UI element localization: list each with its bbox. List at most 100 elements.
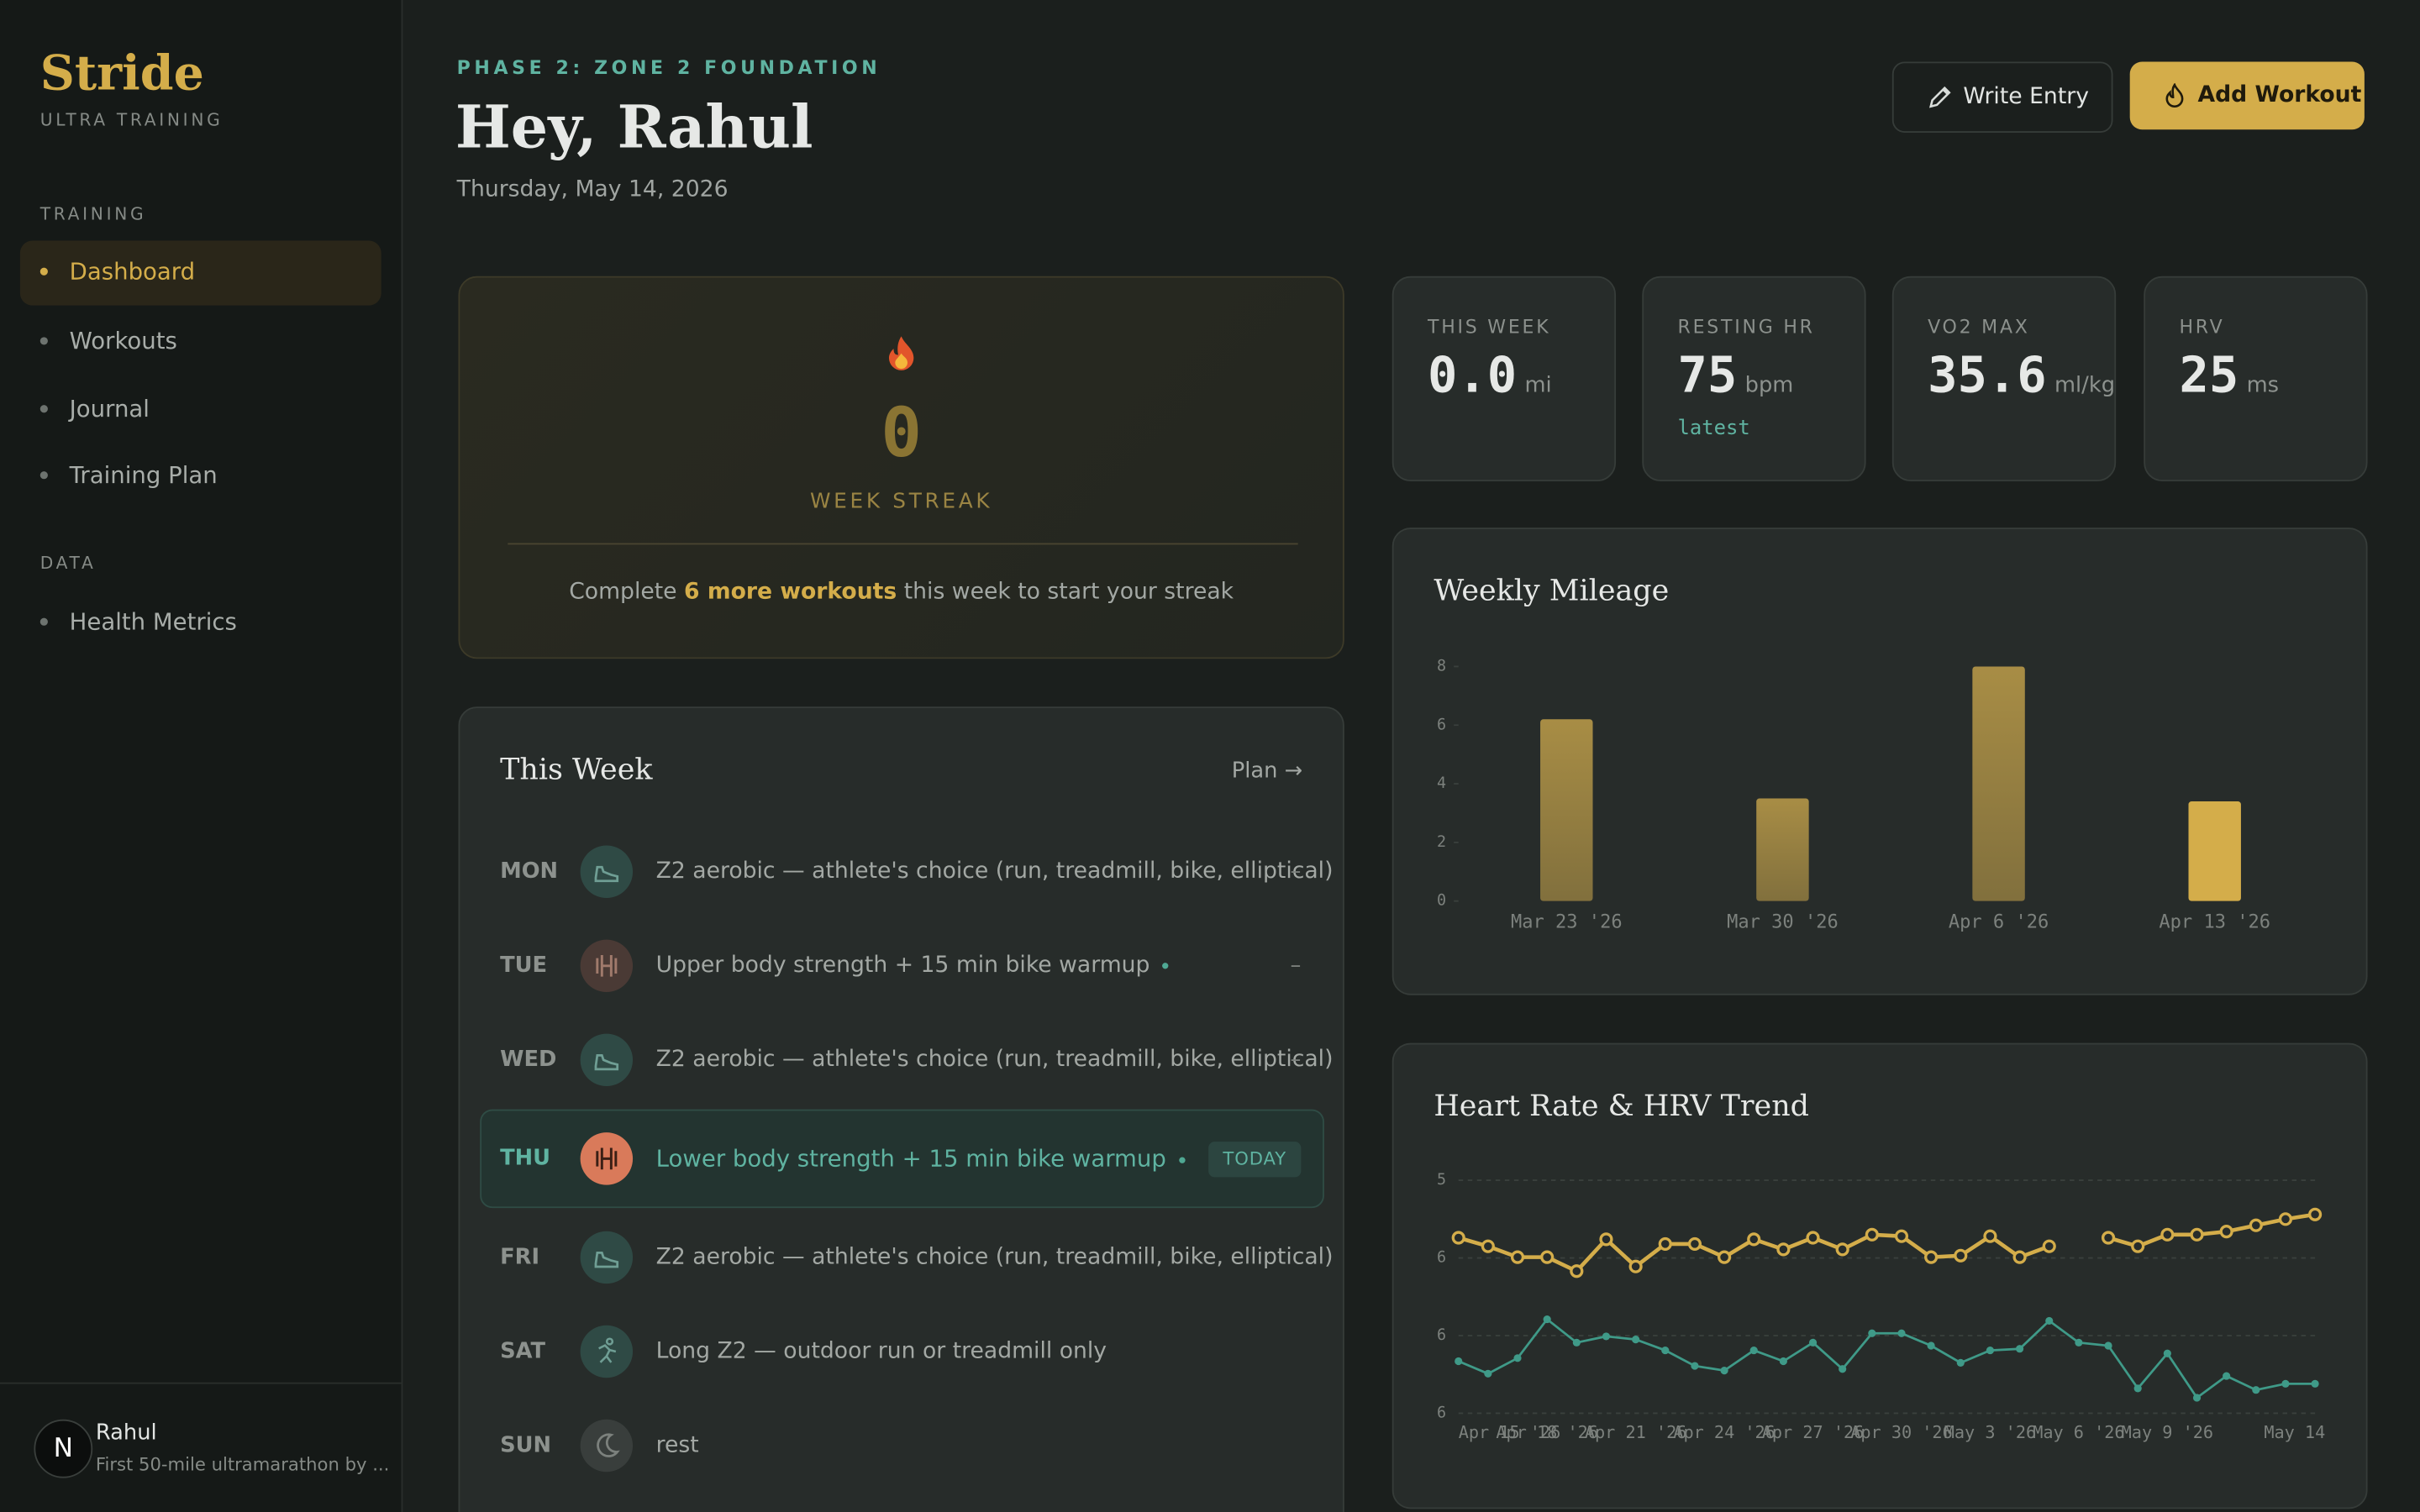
stat-label: THIS WEEK bbox=[1427, 316, 1551, 339]
point bbox=[1481, 1239, 1495, 1253]
divider bbox=[0, 1382, 402, 1384]
streak-count: 0 bbox=[881, 394, 922, 473]
point bbox=[1572, 1338, 1581, 1347]
nav-item[interactable]: Training Plan bbox=[69, 461, 218, 490]
day: SUN bbox=[500, 1433, 552, 1458]
user-name: Rahul bbox=[95, 1420, 157, 1446]
nav-section: DATA bbox=[39, 553, 97, 574]
point bbox=[2012, 1250, 2027, 1264]
stat-card: HRV 25 ms bbox=[2144, 276, 2368, 482]
streak-label: WEEK STREAK bbox=[809, 489, 993, 514]
bar bbox=[1972, 666, 2025, 901]
point bbox=[1779, 1357, 1787, 1366]
day-row: MON Z2 aerobic — athlete's choice (run, … bbox=[460, 826, 1343, 918]
point bbox=[2015, 1345, 2024, 1353]
stat-value-row: 75 bpm bbox=[1678, 345, 1794, 404]
flame-emoji bbox=[888, 336, 914, 370]
point bbox=[2075, 1338, 2083, 1347]
stat-value-row: 25 ms bbox=[2179, 345, 2279, 404]
point bbox=[1602, 1332, 1611, 1341]
y-tick-label: 8 bbox=[1437, 657, 1446, 675]
plan-link[interactable]: Plan → bbox=[1231, 759, 1303, 785]
bar bbox=[2188, 801, 2241, 901]
stat-label: RESTING HR bbox=[1677, 316, 1815, 339]
x-tick-label: Apr 27 '26 bbox=[1762, 1422, 1865, 1442]
pen-icon bbox=[1928, 86, 1951, 108]
point bbox=[2104, 1341, 2112, 1350]
chart-title: Heart Rate & HRV Trend bbox=[1434, 1089, 1810, 1124]
point bbox=[2308, 1207, 2323, 1221]
point bbox=[1632, 1336, 1640, 1344]
point bbox=[2252, 1386, 2260, 1394]
today-badge: TODAY bbox=[1208, 1142, 1302, 1178]
nav-item[interactable]: Workouts bbox=[69, 327, 177, 355]
point bbox=[2249, 1218, 2263, 1232]
point bbox=[1747, 1232, 1761, 1247]
nav-item[interactable]: Dashboard bbox=[69, 257, 196, 286]
workout-icon bbox=[580, 1419, 634, 1473]
x-tick-label: Mar 30 '26 bbox=[1727, 911, 1839, 932]
point bbox=[1897, 1329, 1906, 1337]
line bbox=[1458, 1317, 2316, 1399]
day-row: THU Lower body strength + 15 min bike wa… bbox=[460, 1112, 1343, 1205]
point bbox=[2160, 1227, 2175, 1242]
nav-item[interactable]: Health Metrics bbox=[69, 607, 237, 636]
stat-label: VO2 MAX bbox=[1928, 316, 2030, 339]
nav-item[interactable]: Journal bbox=[69, 395, 150, 423]
user-goal: First 50-mile ultramarathon by ... bbox=[95, 1453, 390, 1475]
point bbox=[1986, 1346, 1995, 1355]
point bbox=[1717, 1250, 1732, 1264]
workout-icon bbox=[580, 1325, 634, 1378]
point bbox=[1924, 1250, 1939, 1264]
y-tick-label: 6 bbox=[1437, 716, 1446, 733]
text: Complete bbox=[569, 580, 677, 606]
point bbox=[1543, 1315, 1551, 1324]
point bbox=[1776, 1242, 1791, 1257]
card-title: This Week bbox=[500, 753, 653, 787]
point bbox=[1839, 1365, 1847, 1373]
point bbox=[2278, 1212, 2293, 1226]
point bbox=[2163, 1349, 2171, 1357]
point bbox=[1865, 1227, 1879, 1242]
point bbox=[1570, 1264, 1584, 1278]
day-row: FRI Z2 aerobic — athlete's choice (run, … bbox=[460, 1211, 1343, 1304]
point bbox=[1956, 1358, 1965, 1367]
bar bbox=[1756, 798, 1809, 901]
x-tick-label: Apr 6 '26 bbox=[1949, 911, 2049, 932]
bullet bbox=[39, 405, 48, 413]
day: SAT bbox=[500, 1339, 546, 1364]
stat-value: 35.6 bbox=[1928, 345, 2047, 405]
point bbox=[1451, 1231, 1465, 1245]
stat-card: THIS WEEK 0.0 mi bbox=[1392, 276, 1617, 482]
x-tick-label: Mar 23 '26 bbox=[1511, 911, 1623, 932]
day: WED bbox=[500, 1047, 557, 1073]
stat-value: 0.0 bbox=[1427, 345, 1518, 405]
chart-card: Weekly Mileage bbox=[1392, 528, 2368, 995]
point bbox=[1484, 1369, 1492, 1378]
add-workout-button[interactable]: Add Workout bbox=[2129, 61, 2365, 130]
point bbox=[2311, 1379, 2319, 1388]
workout: Lower body strength + 15 min bike warmup bbox=[656, 1145, 1185, 1173]
stat-value-row: 0.0 mi bbox=[1428, 345, 1552, 404]
x-tick-label: May 14 '26 bbox=[2264, 1422, 2366, 1442]
point bbox=[2101, 1231, 2116, 1245]
write-entry-button[interactable]: Write Entry bbox=[1891, 61, 2113, 133]
stat-note: latest bbox=[1677, 417, 1750, 441]
y-tick-label: 0 bbox=[1437, 892, 1446, 910]
x-tick-label: Apr 15 '26 bbox=[1459, 1422, 1561, 1442]
workout-icon bbox=[580, 1231, 634, 1284]
day-row: WED Z2 aerobic — athlete's choice (run, … bbox=[460, 1014, 1343, 1106]
day: TUE bbox=[500, 953, 548, 979]
chart-title: Weekly Mileage bbox=[1434, 574, 1670, 608]
point bbox=[1835, 1242, 1849, 1257]
x-tick-label: Apr 18 '26 bbox=[1496, 1422, 1598, 1442]
x-tick-label: Apr 21 '26 bbox=[1585, 1422, 1687, 1442]
button-label: Add Workout bbox=[2197, 83, 2362, 108]
streak-message: Complete 6 more workouts this week to st… bbox=[460, 580, 1343, 605]
avatar[interactable]: N bbox=[34, 1419, 93, 1478]
workout: rest bbox=[655, 1433, 699, 1458]
stat-label: HRV bbox=[2179, 316, 2225, 339]
point bbox=[1691, 1362, 1699, 1370]
point bbox=[1687, 1236, 1702, 1251]
workout-icon bbox=[580, 939, 634, 993]
